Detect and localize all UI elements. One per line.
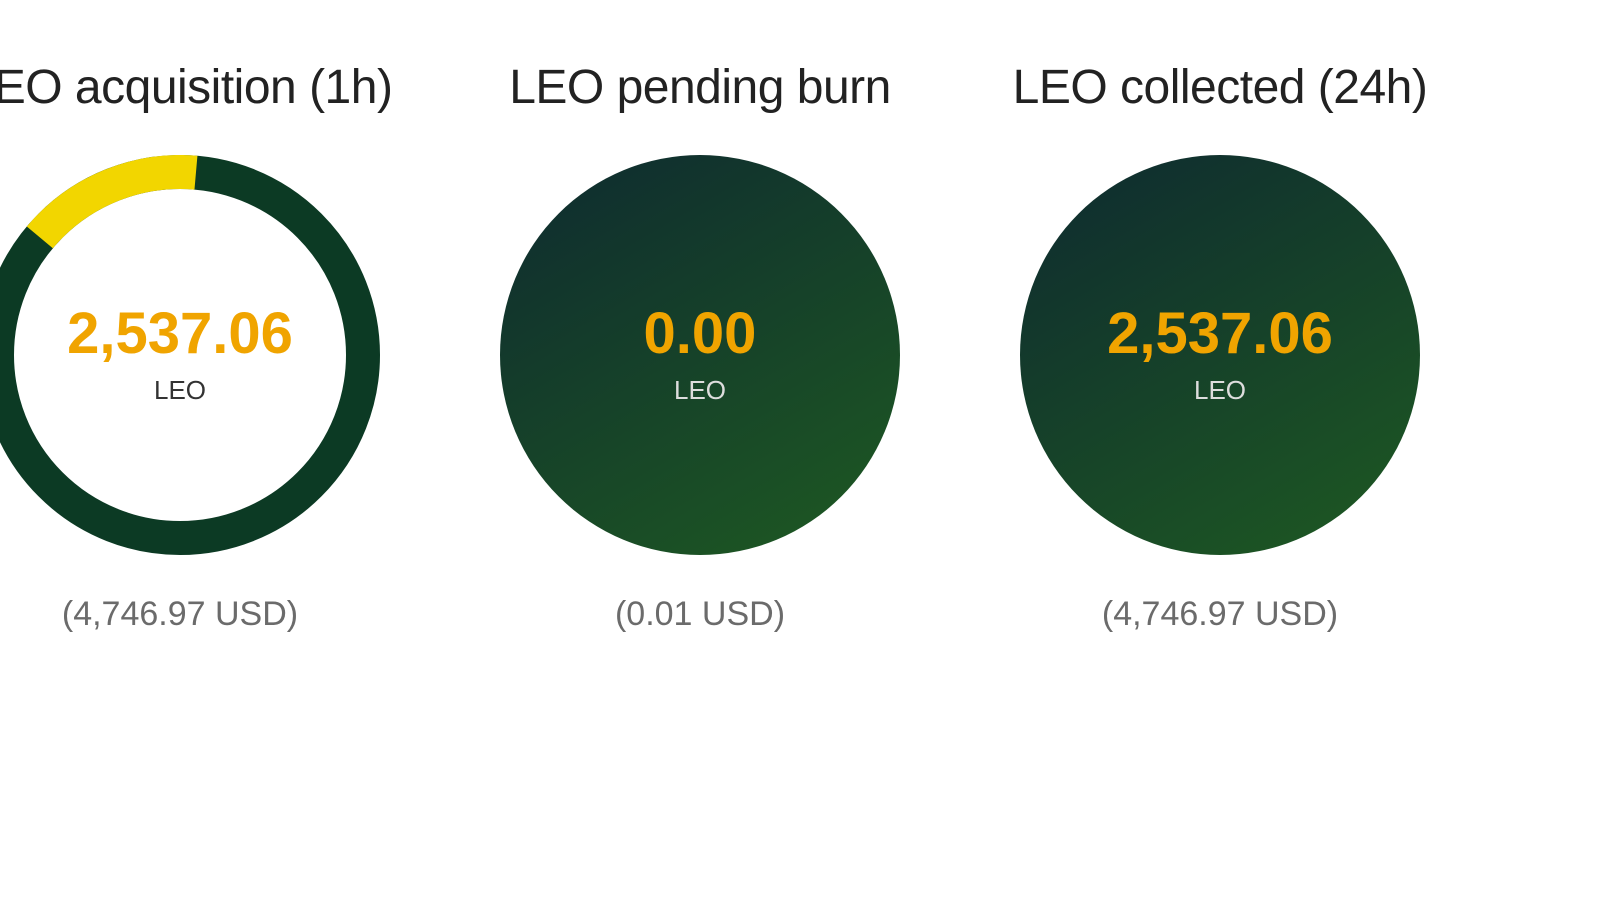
- panel-collected: LEO collected (24h) 2,537.06 LEO (4,746.…: [960, 60, 1480, 634]
- donut-chart-acquisition: 2,537.06 LEO: [0, 155, 380, 555]
- disc-fill: [500, 155, 900, 555]
- disc-chart-pending-burn: 0.00 LEO: [500, 155, 900, 555]
- panel-title-acquisition: LEO acquisition (1h): [0, 60, 392, 115]
- usd-value-collected: (4,746.97 USD): [1102, 595, 1338, 634]
- disc-fill: [1020, 155, 1420, 555]
- usd-value-acquisition: (4,746.97 USD): [62, 595, 298, 634]
- panel-title-collected: LEO collected (24h): [1013, 60, 1428, 115]
- stats-row: LEO acquisition (1h) 2,537.06 LEO (4,746…: [0, 0, 1600, 900]
- usd-value-pending-burn: (0.01 USD): [615, 595, 785, 634]
- panel-acquisition: LEO acquisition (1h) 2,537.06 LEO (4,746…: [0, 60, 440, 634]
- panel-pending-burn: LEO pending burn 0.00 LEO (0.01 USD): [440, 60, 960, 634]
- disc-chart-collected: 2,537.06 LEO: [1020, 155, 1420, 555]
- donut-ring: [0, 155, 380, 555]
- panel-title-pending-burn: LEO pending burn: [509, 60, 891, 115]
